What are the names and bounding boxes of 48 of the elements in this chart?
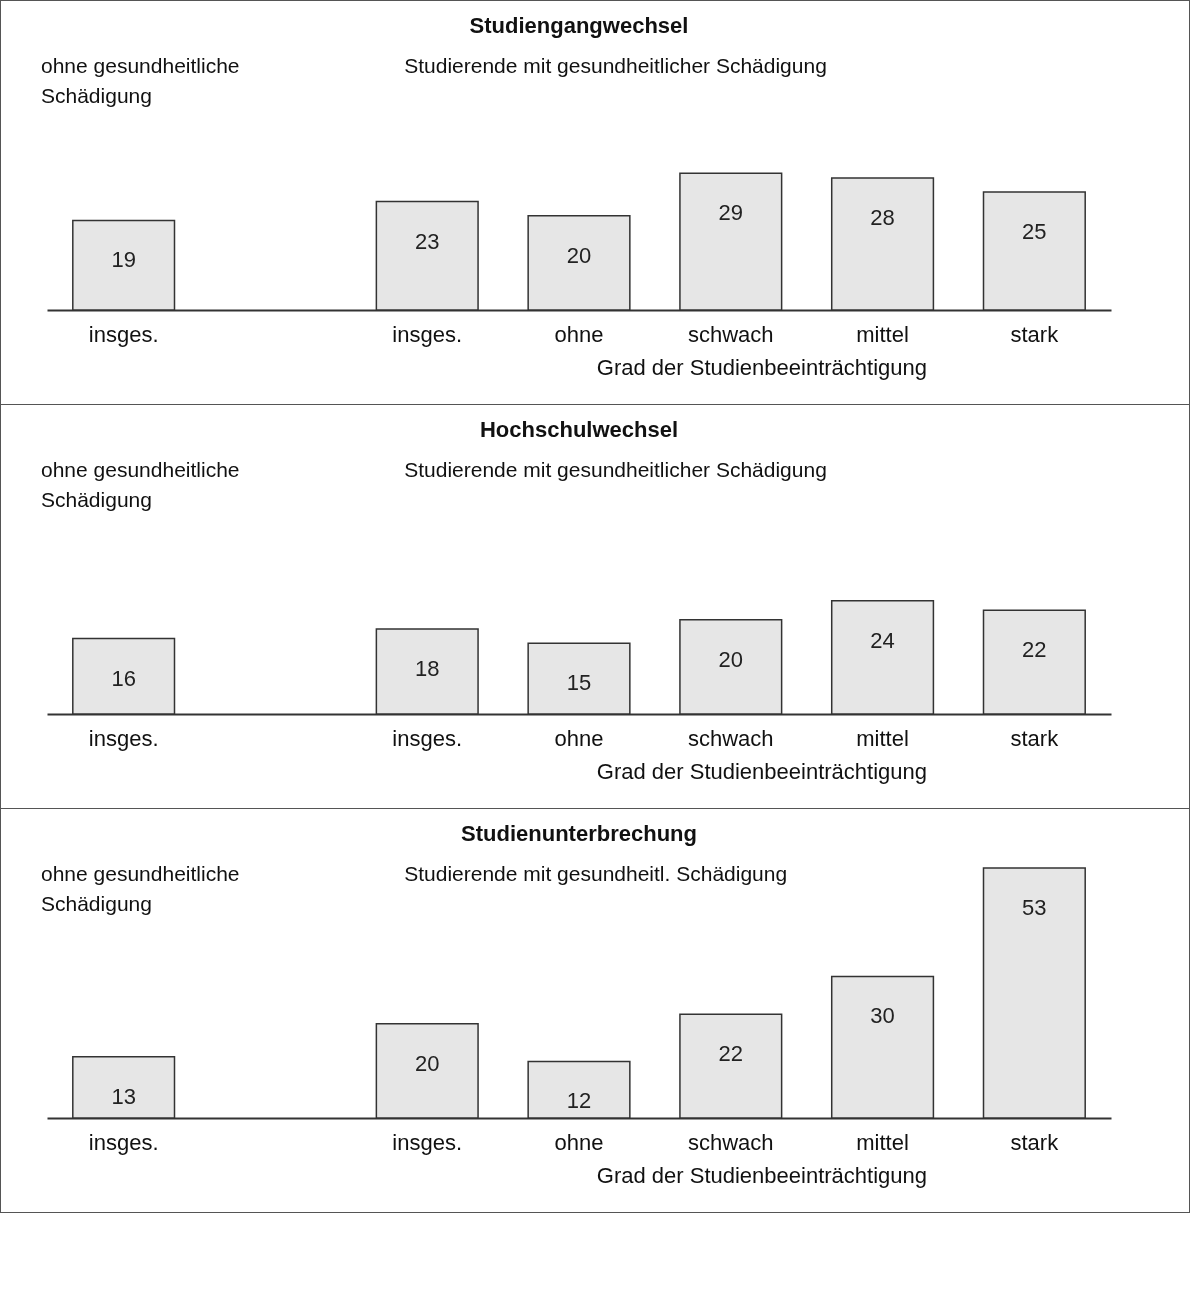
- text: Studierende mit gesundheitlicher Schädigung: [404, 54, 827, 77]
- x-axis-title: Grad der Studienbeeinträchtigung: [596, 1162, 928, 1188]
- x-tick-label: stark: [1010, 1129, 1060, 1155]
- data-label: 20: [566, 242, 592, 268]
- x-tick-label: insges.: [392, 321, 463, 347]
- text: Studierende mit gesundheitlicher Schädigung: [404, 458, 827, 481]
- x-tick-label: ohne: [554, 1129, 604, 1155]
- x-axis-title: Grad der Studienbeeinträchtigung: [596, 758, 928, 784]
- data-label: 20: [414, 1050, 440, 1076]
- data-label: 30: [870, 1003, 895, 1029]
- x-tick-label: schwach: [687, 1129, 774, 1155]
- data-label: 13: [111, 1083, 136, 1109]
- text: ohne gesundheitliche Schädigung: [41, 54, 240, 107]
- text: ohne gesundheitliche Schädigung: [41, 458, 240, 511]
- chart-title: Studiengangwechsel: [469, 13, 689, 38]
- data-label: 20: [718, 646, 744, 672]
- x-tick-label: insges.: [392, 725, 463, 751]
- x-tick-label: ohne: [554, 321, 604, 347]
- data-label: 24: [870, 627, 895, 653]
- annotation: ohne gesundheitliche Schädigung: [41, 862, 240, 915]
- x-tick-label: stark: [1010, 725, 1060, 751]
- x-tick-label: insges.: [88, 321, 159, 347]
- data-label: 12: [566, 1088, 592, 1114]
- data-label: 22: [718, 1041, 744, 1067]
- x-tick-label: schwach: [687, 725, 774, 751]
- x-tick-label: ohne: [554, 725, 604, 751]
- data-label: 22: [1022, 637, 1047, 663]
- chart-title: Hochschulwechsel: [479, 417, 679, 442]
- x-tick-label: schwach: [687, 321, 774, 347]
- x-tick-label: insges.: [88, 725, 159, 751]
- data-label: 16: [111, 665, 136, 691]
- x-tick-label: stark: [1010, 321, 1060, 347]
- x-tick-label: mittel: [856, 321, 909, 347]
- x-tick-label: mittel: [856, 1129, 909, 1155]
- data-label: 18: [414, 656, 440, 682]
- data-label: 23: [414, 228, 440, 254]
- data-label: 29: [718, 200, 744, 226]
- x-tick-label: insges.: [88, 1129, 159, 1155]
- data-label: 28: [870, 204, 895, 230]
- chart-title: Studienunterbrechung: [461, 821, 697, 846]
- x-axis-title: Grad der Studienbeeinträchtigung: [596, 354, 928, 380]
- annotation: Studierende mit gesundheitl. Schädigung: [404, 862, 788, 885]
- data-label: 15: [566, 670, 592, 696]
- x-tick-label: mittel: [856, 725, 909, 751]
- data-label: 53: [1022, 895, 1047, 920]
- data-label: 19: [111, 247, 136, 273]
- data-label: 25: [1022, 219, 1047, 245]
- x-tick-label: insges.: [392, 1129, 463, 1155]
